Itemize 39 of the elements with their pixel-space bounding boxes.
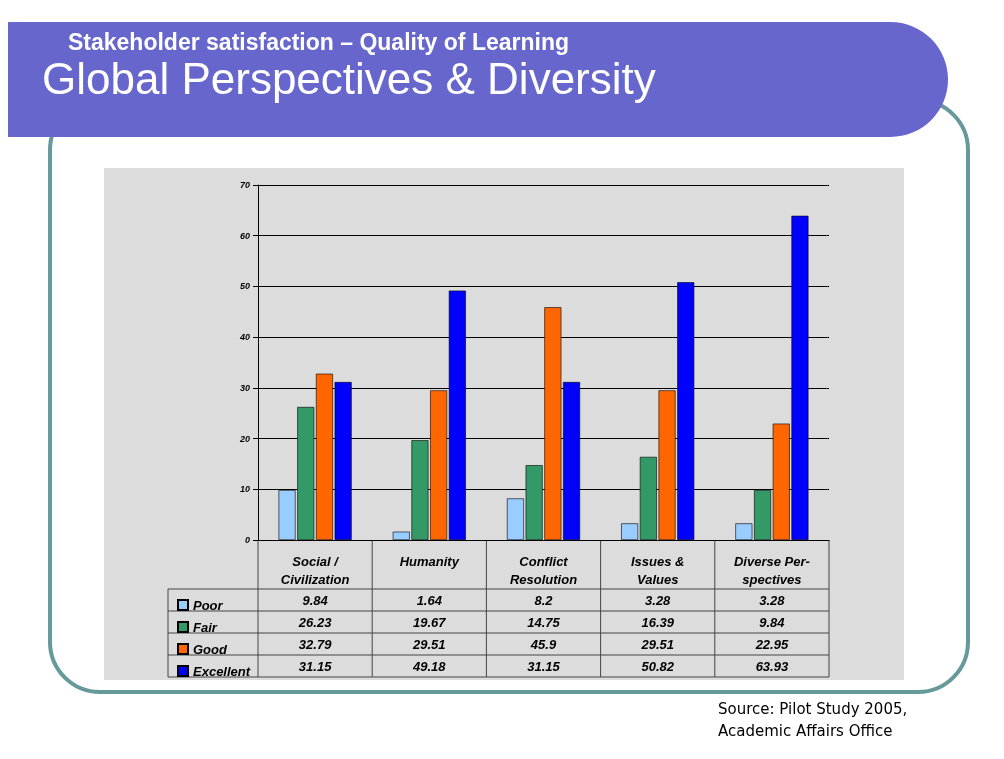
data-label: 29.51	[412, 636, 446, 652]
y-tick-label: 60	[239, 230, 250, 241]
data-label: 31.15	[527, 658, 561, 674]
x-tick-label: Conflict Resolution	[509, 553, 578, 587]
y-tick-label: 40	[238, 332, 250, 343]
data-label: 63.93	[755, 658, 789, 674]
source-note: Source: Pilot Study 2005, Academic Affairs Office	[718, 700, 908, 740]
data-label: 16.39	[641, 614, 675, 630]
data-label: 3.28	[759, 592, 786, 608]
y-tick-label: 70	[239, 180, 250, 190]
x-tick-label: Humanity	[399, 553, 460, 569]
x-tick-label: Social / Civilization	[280, 553, 350, 587]
data-label: 31.15	[298, 658, 333, 674]
data-label: 1.64	[416, 592, 443, 608]
y-tick-label: 0	[244, 535, 250, 545]
y-tick-label: 10	[239, 484, 250, 495]
data-label: 3.28	[645, 592, 672, 608]
x-tick-label: Issues & Values	[630, 553, 685, 587]
data-label: 49.18	[412, 658, 447, 674]
y-tick-label: 30	[239, 382, 250, 393]
legend-label: Fair	[193, 619, 218, 635]
chart-subtitle: Stakeholder satisfaction – Quality of Learning	[68, 28, 570, 55]
legend-label: Good	[193, 641, 228, 657]
data-label: 45.9	[529, 636, 557, 652]
data-label: 9.84	[759, 614, 786, 630]
legend-label: Excellent	[193, 663, 251, 679]
y-tick-label: 20	[238, 433, 250, 444]
data-label: 14.75	[527, 614, 561, 630]
data-label: 29.51	[640, 636, 674, 652]
legend-label: Poor	[193, 597, 224, 613]
data-label: 22.95	[754, 636, 789, 652]
data-label: 9.84	[302, 592, 329, 608]
x-tick-label: Diverse Per- spectives	[733, 553, 810, 587]
data-label: 32.79	[298, 636, 333, 652]
data-label: 26.23	[297, 614, 333, 630]
data-label: 50.82	[641, 658, 675, 674]
data-label: 8.2	[534, 592, 554, 608]
y-tick-label: 50	[239, 281, 250, 292]
data-label: 19.67	[413, 614, 447, 630]
